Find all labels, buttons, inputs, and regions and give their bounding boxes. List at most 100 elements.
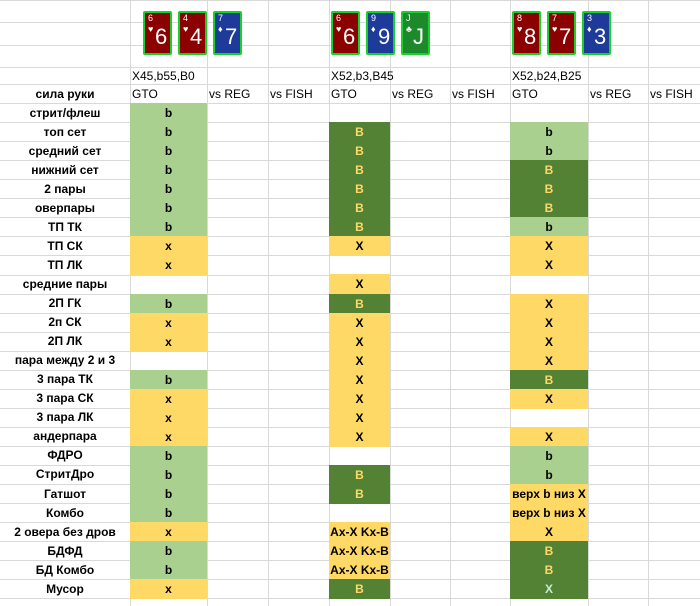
gto-cell: X [329,236,390,257]
column-header: GTO [132,86,158,101]
gto-cell [510,408,588,428]
row-gridline [0,84,700,85]
gto-cell: b [130,122,207,143]
gto-cell: x [130,407,207,428]
column-gridline [648,0,649,606]
row-label: стрит/флеш [29,105,101,120]
row-label: Комбо [46,505,84,520]
gto-cell: x [130,331,207,352]
gto-cell: X [329,426,390,447]
card-suit-icon: ♥ [552,24,558,34]
gto-cell: x [130,236,207,257]
gto-cell: b [130,464,207,485]
gto-cell [329,103,390,123]
gto-cell: B [329,122,390,143]
card-rank: 7 [559,24,572,49]
gto-cell: X [510,331,588,352]
gto-cell: b [130,217,207,238]
board-sizing: X52,b24,B25 [512,68,582,83]
gto-cell: X [510,388,588,409]
gto-cell: X [329,350,390,371]
gto-cell: x [130,426,207,447]
row-label: ТП СК [47,238,83,253]
gto-cell: X [329,274,390,295]
row-gridline [0,0,700,1]
column-gridline [450,0,451,606]
card-rank-small: 7 [218,13,224,23]
gto-cell: X [510,312,588,333]
row-label: ТП ЛК [47,257,83,272]
playing-card: 4 ♥ 4 [178,11,207,55]
playing-card: 8 ♥ 8 [512,11,541,55]
gto-cell: b [130,560,207,581]
gto-cell: B [510,369,588,390]
row-label: нижний сет [31,162,99,177]
row-gridline [0,103,700,104]
gto-cell: b [130,503,207,524]
card-suit-icon: ♦ [587,24,592,34]
column-header: vs REG [590,86,632,101]
playing-card: J ♣ J [401,11,430,55]
gto-cell: Ax-X Kx-B [329,560,390,581]
gto-cell: b [130,179,207,200]
gto-cell [510,274,588,294]
column-header: vs FISH [650,86,693,101]
row-label: БДФД [47,543,83,558]
gto-cell: верх b низ X [510,484,588,504]
card-rank-small: 9 [371,13,377,23]
card-rank: 4 [190,24,203,49]
gto-cell: X [510,236,588,257]
gto-cell: b [510,141,588,162]
card-rank-small: 8 [517,13,523,23]
row-label: 2 пары [44,181,86,196]
gto-cell: X [329,331,390,352]
row-label: ФДРО [47,448,83,463]
row-label: СтритДро [35,467,95,482]
row-label: оверпары [34,200,96,215]
row-label: 3 пара СК [36,391,94,406]
gto-cell: X [329,388,390,409]
header-row-label: сила руки [35,86,95,101]
gto-cell [130,351,207,371]
gto-cell: B [329,579,390,600]
gto-cell: B [329,217,390,238]
row-label: 3 пара ЛК [36,410,94,425]
gto-cell: b [510,122,588,143]
row-label: топ сет [43,124,87,139]
gto-cell: B [510,160,588,181]
row-label: БД Комбо [35,562,95,577]
row-gridline [0,67,700,68]
gto-cell [130,274,207,294]
gto-cell: X [329,369,390,390]
row-label: ТП ТК [48,219,82,234]
gto-cell: X [510,350,588,371]
card-rank-small: 7 [552,13,558,23]
column-header: GTO [331,86,357,101]
gto-cell [329,503,390,523]
gto-cell: b [130,198,207,219]
card-rank-small: J [406,13,411,23]
gto-cell: X [510,426,588,447]
gto-cell: b [510,464,588,485]
card-rank: 6 [343,24,356,49]
row-label: Мусор [46,581,84,596]
row-label: пара между 2 и 3 [14,353,116,368]
gto-cell [510,103,588,123]
row-label: 2П ЛК [47,334,83,349]
card-rank: 6 [155,24,168,49]
board-sizing: X52,b3,B45 [331,68,394,83]
gto-cell: b [130,484,207,504]
card-rank: J [413,24,424,49]
gto-cell: b [130,541,207,562]
gto-cell: B [510,198,588,219]
gto-cell: B [510,560,588,581]
gto-cell [329,255,390,275]
card-suit-icon: ♣ [406,24,412,34]
card-suit-icon: ♥ [336,24,342,34]
card-rank: 3 [594,24,607,49]
gto-cell: X [329,407,390,428]
gto-cell: x [130,312,207,333]
row-label: 3 пара ТК [37,372,93,387]
gto-cell: b [130,369,207,390]
